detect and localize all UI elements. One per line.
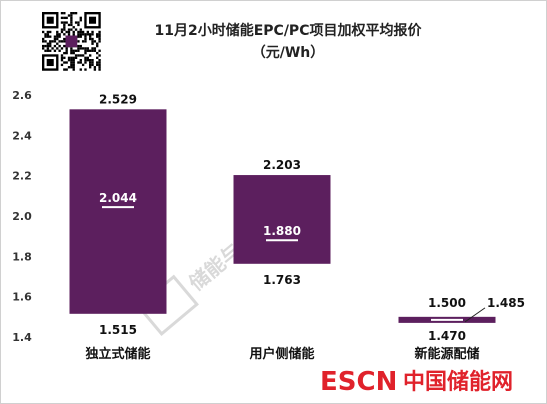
brand-latin: ESCN <box>320 367 397 397</box>
y-tick-label: 2.6 <box>12 89 32 102</box>
chart-title: 11月2小时储能EPC/PC项目加权平均报价 <box>155 22 423 39</box>
average-value-label: 2.044 <box>99 191 137 205</box>
brand-logo: ESCN 中国储能网 <box>320 367 513 397</box>
high-value-label: 2.529 <box>99 92 137 106</box>
bars: 独立式储能 2.529 1.515 2.044 用户侧储能 2.203 1.763 1.880… <box>69 92 525 362</box>
y-tick-label: 1.6 <box>12 291 32 304</box>
average-leader-line <box>464 307 486 323</box>
low-value-label: 1.515 <box>99 323 137 337</box>
high-value-label: 2.203 <box>263 158 301 172</box>
average-value-label: 1.880 <box>263 224 301 238</box>
y-axis: 1.4 1.6 1.8 2.0 2.2 2.4 2.6 <box>12 89 32 344</box>
category-label: 新能源配储 <box>414 346 479 362</box>
high-value-label: 1.500 <box>428 296 466 310</box>
y-tick-label: 1.8 <box>12 250 32 263</box>
y-tick-label: 2.4 <box>12 129 32 142</box>
low-value-label: 1.763 <box>263 273 301 287</box>
brand-chinese: 中国储能网 <box>403 369 513 395</box>
price-range-bar <box>69 109 167 314</box>
category-label: 独立式储能 <box>85 346 150 362</box>
category-label: 用户侧储能 <box>248 346 314 362</box>
y-tick-label: 2.2 <box>12 170 32 183</box>
price-range-bar <box>233 175 331 264</box>
average-value-label: 1.485 <box>487 296 525 310</box>
low-value-label: 1.470 <box>428 329 466 343</box>
qr-code <box>40 10 103 73</box>
chart-subtitle: （元/Wh） <box>252 45 325 61</box>
y-tick-label: 1.4 <box>12 331 32 344</box>
y-tick-label: 2.0 <box>12 210 32 223</box>
